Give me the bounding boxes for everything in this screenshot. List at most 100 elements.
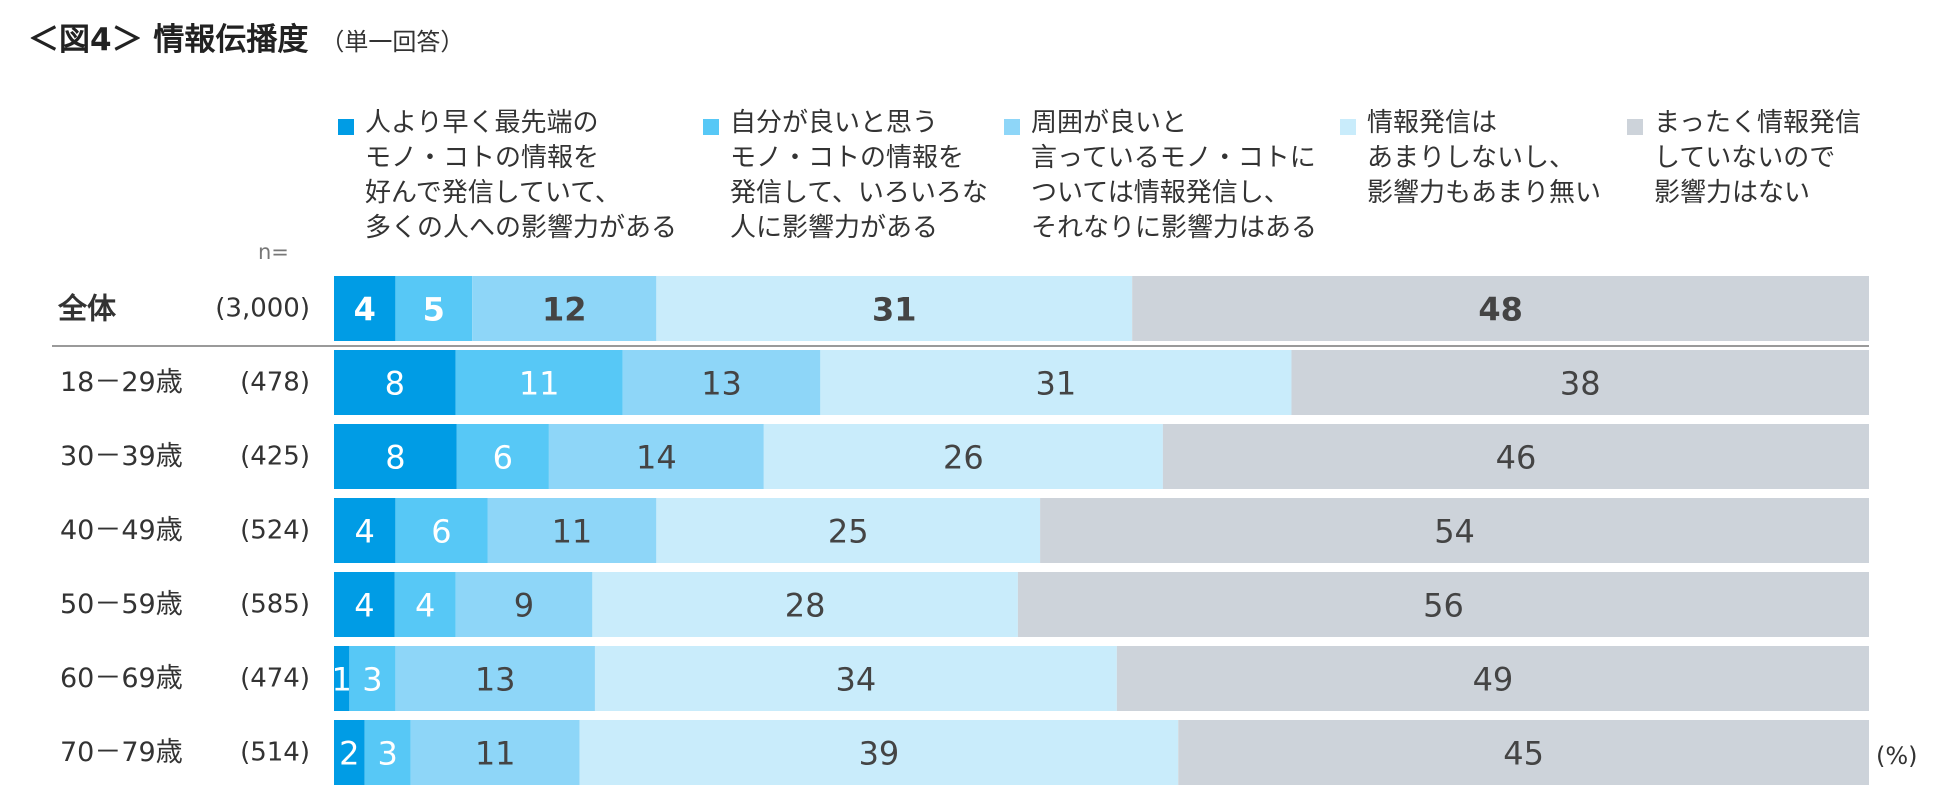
bar-segment [1116,646,1869,711]
data-label: 1 [331,661,351,699]
chart-title: ＜図4＞ 情報伝播度 （単一回答） [28,14,464,59]
data-label: 11 [475,735,516,773]
n-value: (3,000) [215,294,310,324]
bar-segment [334,572,395,637]
data-label: 28 [785,587,826,625]
data-label: 11 [519,365,560,403]
bar-segment [1017,572,1869,637]
data-label: 8 [385,365,405,403]
bar-segment [395,498,488,563]
data-label: 31 [872,291,917,329]
data-label: 12 [542,291,587,329]
bar-segment [334,276,396,341]
bar-segment [656,276,1133,341]
data-label: 46 [1496,439,1537,477]
data-label: 25 [828,513,869,551]
bar-segment [1040,498,1869,563]
bar-segment [579,720,1179,785]
bar-segment [763,424,1163,489]
legend-label: 人より早く最先端の モノ・コトの情報を 好んで発信していて、 多くの人への影響力… [365,108,678,243]
row-label: 18－29歳 [60,367,183,398]
n-header: n= [258,240,289,264]
data-label: 4 [354,291,376,329]
bar-segment [334,424,457,489]
n-value: (425) [240,442,310,472]
bar-segment [820,350,1292,415]
bar-segment [395,646,595,711]
row-label: 全体 [57,292,117,326]
n-value: (524) [240,516,310,546]
bar-segment [472,276,657,341]
data-label: 4 [415,587,435,625]
bar-segment [395,276,473,341]
data-label: 45 [1503,735,1544,773]
data-label: 54 [1434,513,1475,551]
row-label: 40－49歳 [60,515,183,546]
data-label: 38 [1560,365,1601,403]
data-label: 13 [701,365,742,403]
n-value: (474) [240,664,310,694]
bar-segment [548,424,764,489]
row-label: 70－79歳 [60,737,183,768]
data-label: 13 [475,661,516,699]
bar-segment [1178,720,1869,785]
row-label: 50－59歳 [60,589,183,620]
n-value: (478) [240,368,310,398]
bar-segment [334,646,350,711]
legend-label: 周囲が良いと 言っているモノ・コトに ついては情報発信し、 それなりに影響力はあ… [1031,108,1318,243]
bar-segment [487,498,657,563]
bar-segment [1132,276,1869,341]
bar-segment [592,572,1018,637]
bar-segment [656,498,1041,563]
legend-label: 情報発信は あまりしないし、 影響力もあまり無い [1367,108,1602,208]
legend-swatch [703,119,719,135]
bar-segment [1291,350,1869,415]
data-label: 31 [1036,365,1077,403]
unit-label: (%) [1876,742,1918,770]
legend-swatch [1627,119,1643,135]
bar-segment [334,720,365,785]
legend-swatch [1340,119,1356,135]
data-label: 9 [514,587,534,625]
bar-segment [594,646,1117,711]
data-label: 4 [354,587,374,625]
chart-title-sub: （単一回答） [320,28,465,56]
n-value: (585) [240,590,310,620]
data-label: 49 [1473,661,1514,699]
chart-title-main: ＜図4＞ 情報伝播度 [28,22,309,58]
data-label: 2 [339,735,359,773]
data-label: 6 [493,439,513,477]
legend-label: まったく情報発信 していないので 影響力はない [1654,108,1861,208]
data-label: 5 [423,291,445,329]
row-label: 30－39歳 [60,441,183,472]
data-label: 3 [378,735,398,773]
bar-segment [349,646,396,711]
bar-segment [622,350,821,415]
bar-segment [1162,424,1869,489]
bar-segment [334,498,396,563]
legend-swatch [338,119,354,135]
data-label: 8 [385,439,405,477]
data-label: 3 [362,661,382,699]
bar-segment [455,350,623,415]
data-label: 6 [431,513,451,551]
row-label: 60－69歳 [60,663,183,694]
data-label: 48 [1478,291,1523,329]
bar-segment [394,572,456,637]
data-label: 4 [355,513,375,551]
legend-swatch [1004,119,1020,135]
bar-segment [364,720,411,785]
bar-segment [410,720,580,785]
data-label: 11 [552,513,593,551]
data-label: 14 [636,439,677,477]
n-value: (514) [240,738,310,768]
data-label: 26 [943,439,984,477]
data-label: 39 [859,735,900,773]
bar-segment [456,424,549,489]
legend-label: 自分が良いと思う モノ・コトの情報を 発信して、いろいろな 人に影響力がある [730,108,988,243]
bar-segment [334,350,456,415]
data-label: 56 [1423,587,1464,625]
data-label: 34 [836,661,877,699]
bar-segment [455,572,593,637]
